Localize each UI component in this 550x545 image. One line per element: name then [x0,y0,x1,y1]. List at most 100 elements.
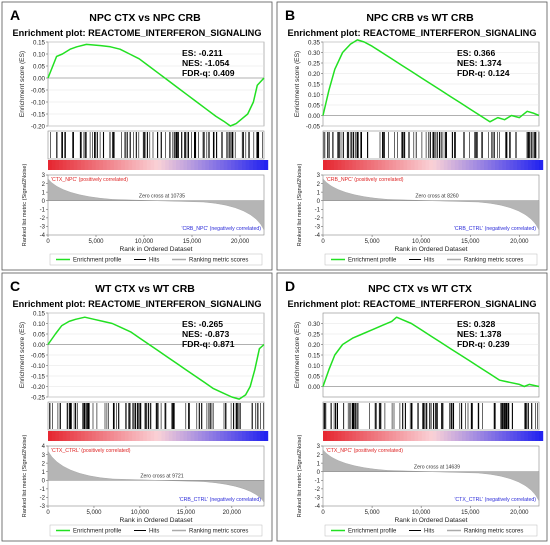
stat-label: NES: 1.374 [457,58,502,68]
rank-colorbar-segment [374,431,379,441]
rank-colorbar-segment [440,431,445,441]
rank-colorbar-segment [124,431,130,441]
rank-colorbar-segment [190,431,195,441]
rank-colorbar-segment [421,160,426,170]
rank-colorbar-segment [113,160,119,170]
es-tick-label: 0.35 [308,40,321,47]
rank-colorbar-segment [223,431,228,441]
es-tick-label: -0.20 [31,384,46,391]
rank-colorbar-segment [48,160,53,170]
legend-label-metric: Ranking metric scores [189,529,248,535]
rank-colorbar-segment [487,160,492,170]
x-tick-label: 5,000 [88,239,104,245]
rank-colorbar-segment [117,431,122,441]
rank-colorbar-segment [388,160,394,170]
rank-colorbar-segment [88,431,93,441]
metric-axis-label: Ranked list metric (Signal2Noise) [22,164,28,247]
rank-colorbar-segment [77,160,82,170]
x-tick-label: 20,000 [510,239,529,245]
rank-colorbar-segment [352,160,357,170]
rank-colorbar-segment [231,431,236,441]
legend-label-hits: Hits [149,258,159,264]
stat-label: NES: -1.054 [182,58,230,68]
es-tick-label: 0.00 [33,76,46,83]
rank-colorbar-segment [440,160,445,170]
legend-label-hits: Hits [424,258,434,264]
metric-tick-label: 3 [42,173,46,179]
rank-colorbar-segment [491,431,496,441]
es-tick-label: 0.10 [33,321,46,328]
metric-tick-label: -2 [40,496,46,502]
rank-colorbar-segment [51,431,56,441]
x-tick-label: 0 [46,239,50,245]
rank-colorbar-segment [157,431,162,441]
rank-colorbar-segment [198,431,203,441]
rank-colorbar-segment [458,431,463,441]
ranking-metric-area [322,449,540,501]
rank-colorbar-segment [253,431,258,441]
rank-colorbar-segment [165,160,170,170]
rank-colorbar-segment [154,431,159,441]
es-tick-label: 0.00 [308,384,321,391]
metric-axis-label: Ranked list metric (Signal2Noise) [22,435,28,518]
rank-colorbar-segment [535,160,540,170]
metric-tick-label: -1 [315,207,321,213]
stat-label: ES: 0.366 [457,48,495,58]
es-tick-label: -0.10 [31,100,46,107]
negative-correlation-label: 'CTX_CTRL' (negatively correlated) [454,497,536,503]
es-tick-label: -0.25 [31,395,46,402]
rank-colorbar-segment [469,160,474,170]
rank-colorbar-segment [476,160,481,170]
rank-colorbar-segment [429,431,434,441]
rank-colorbar-segment [84,431,89,441]
es-tick-label: -0.05 [31,88,46,95]
rank-colorbar-segment [502,431,507,441]
rank-colorbar-segment [95,431,100,441]
rank-colorbar-segment [161,431,166,441]
rank-colorbar-segment [399,160,405,170]
rank-colorbar-segment [59,160,64,170]
rank-colorbar-segment [432,431,437,441]
rank-colorbar-segment [66,160,71,170]
es-tick-label: 0.25 [308,61,321,68]
rank-colorbar-segment [121,160,126,170]
rank-colorbar-segment [220,160,225,170]
enrichment-profile-line [322,39,540,123]
enrichment-plot-subtitle: Enrichment plot: REACTOME_INTERFERON_SIG… [288,28,537,38]
metric-axis-label: Ranked list metric (Signal2Noise) [297,435,303,518]
stat-label: FDR-q: 0.124 [457,68,510,78]
zero-cross-label: Zero cross at 14639 [414,465,460,471]
rank-colorbar-segment [102,160,108,170]
legend-label-profile: Enrichment profile [348,529,397,535]
rank-colorbar-segment [520,160,525,170]
panel-letter: B [285,7,295,23]
rank-colorbar-segment [55,431,60,441]
enrichment-plot-subtitle: Enrichment plot: REACTOME_INTERFERON_SIG… [13,28,262,38]
es-tick-label: 0.05 [308,103,321,110]
metric-tick-label: -2 [315,216,321,222]
rank-colorbar-segment [359,160,364,170]
panel-title: WT CTX vs WT CRB [95,283,195,295]
rank-colorbar-segment [168,160,173,170]
es-tick-label: 0.05 [33,64,46,71]
metric-tick-label: 2 [317,182,321,188]
positive-correlation-label: 'CTX_NPC' (positively correlated) [326,448,403,454]
legend-label-metric: Ranking metric scores [189,258,248,264]
rank-colorbar-segment [330,431,335,441]
rank-colorbar-segment [150,160,155,170]
rank-colorbar-segment [161,160,166,170]
rank-colorbar-segment [407,431,412,441]
zero-cross-label: Zero cross at 10735 [139,194,185,200]
rank-colorbar-segment [396,160,401,170]
rank-colorbar-segment [135,160,141,170]
rank-colorbar-segment [242,431,247,441]
zero-cross-label: Zero cross at 9721 [140,473,183,479]
metric-tick-label: -3 [315,496,321,502]
es-tick-label: 0.00 [308,113,321,120]
rank-colorbar-segment [341,160,346,170]
rank-colorbar-segment [227,160,232,170]
rank-colorbar-segment [410,160,416,170]
rank-colorbar-segment [352,431,357,441]
metric-tick-label: -2 [40,216,46,222]
